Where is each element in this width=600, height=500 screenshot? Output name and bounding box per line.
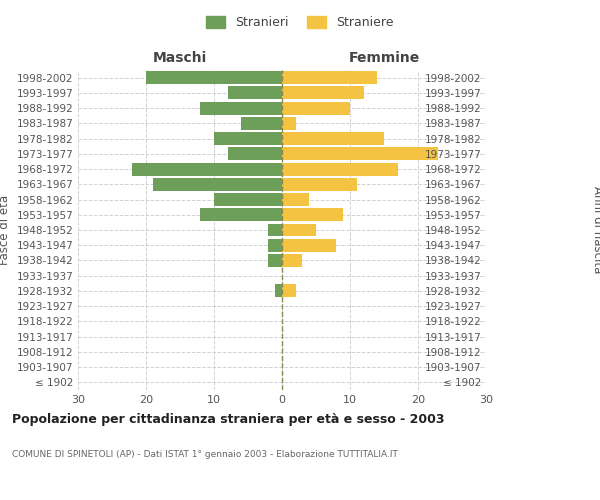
Bar [153, 178, 282, 191]
Bar [282, 71, 377, 84]
Bar [282, 86, 364, 100]
Bar [282, 102, 350, 114]
Bar [241, 117, 282, 130]
Bar [282, 162, 398, 175]
Y-axis label: Fasce di età: Fasce di età [0, 195, 11, 265]
Bar [282, 193, 309, 206]
Bar [282, 178, 357, 191]
Bar [268, 239, 282, 252]
Legend: Stranieri, Straniere: Stranieri, Straniere [202, 11, 398, 34]
Bar [146, 71, 282, 84]
Bar [268, 224, 282, 236]
Text: Maschi: Maschi [0, 499, 1, 500]
Bar [133, 162, 282, 175]
Bar [282, 132, 384, 145]
Bar [275, 284, 282, 298]
Text: COMUNE DI SPINETOLI (AP) - Dati ISTAT 1° gennaio 2003 - Elaborazione TUTTITALIA.: COMUNE DI SPINETOLI (AP) - Dati ISTAT 1°… [12, 450, 398, 459]
Bar [200, 208, 282, 221]
Bar [227, 86, 282, 100]
Text: Femmine: Femmine [349, 51, 419, 65]
Bar [227, 148, 282, 160]
Text: Anni di nascita: Anni di nascita [590, 186, 600, 274]
Bar [282, 208, 343, 221]
Bar [282, 148, 439, 160]
Bar [214, 193, 282, 206]
Bar [282, 239, 337, 252]
Text: Femmine: Femmine [0, 499, 1, 500]
Bar [268, 254, 282, 267]
Bar [282, 254, 302, 267]
Bar [200, 102, 282, 114]
Bar [214, 132, 282, 145]
Text: Maschi: Maschi [153, 51, 207, 65]
Text: Popolazione per cittadinanza straniera per età e sesso - 2003: Popolazione per cittadinanza straniera p… [12, 412, 445, 426]
Bar [282, 117, 296, 130]
Bar [282, 284, 296, 298]
Bar [282, 224, 316, 236]
